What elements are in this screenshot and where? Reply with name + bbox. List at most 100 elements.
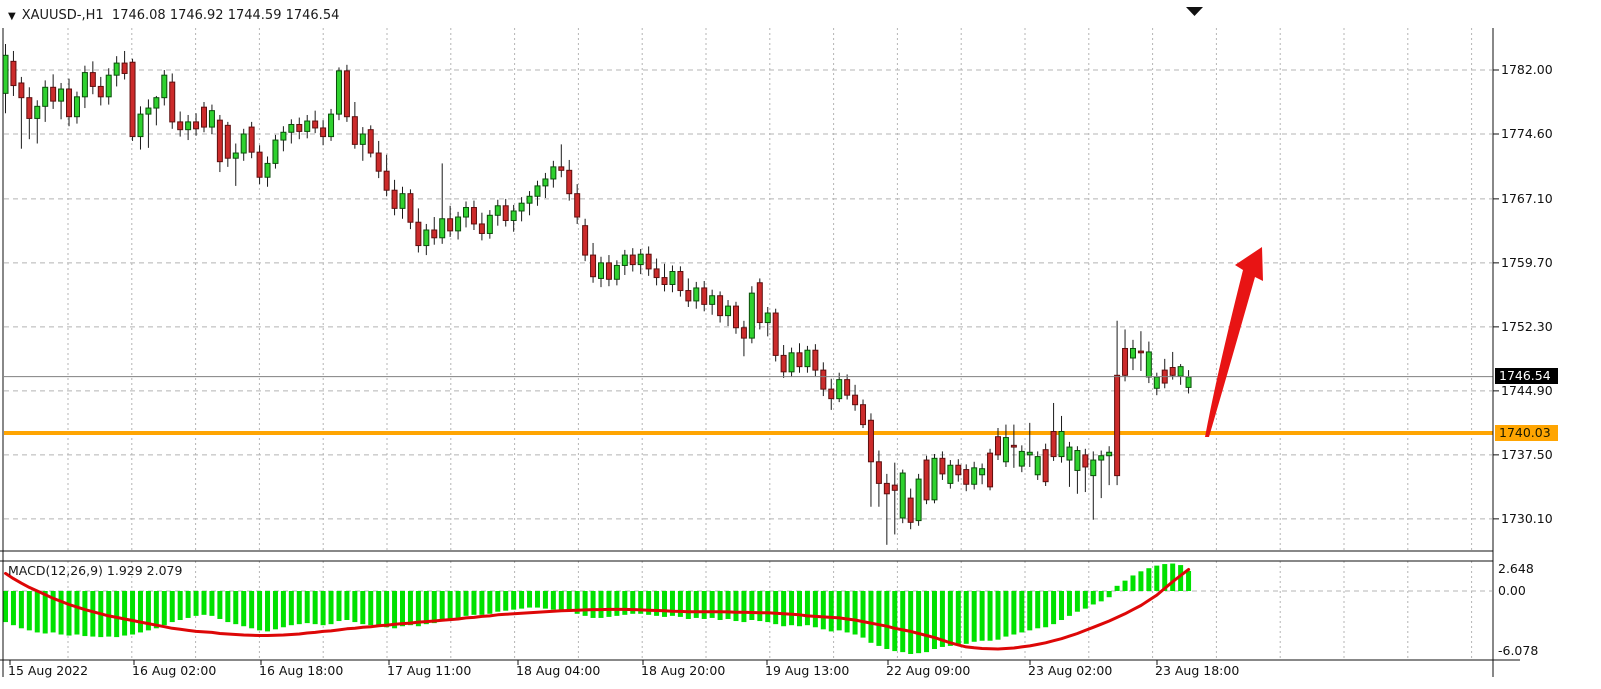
bull-candle[interactable] xyxy=(272,139,279,164)
bull-candle[interactable] xyxy=(161,74,168,99)
bull-candle[interactable] xyxy=(153,97,160,109)
bull-candle[interactable] xyxy=(73,96,80,118)
bull-candle[interactable] xyxy=(304,120,311,132)
bear-candle[interactable] xyxy=(875,461,882,484)
bear-candle[interactable] xyxy=(415,221,422,247)
bear-candle[interactable] xyxy=(193,121,200,130)
time-axis-label[interactable]: 16 Aug 02:00 xyxy=(132,663,217,678)
bull-candle[interactable] xyxy=(669,271,676,285)
bull-candle[interactable] xyxy=(1066,446,1073,461)
bull-candle[interactable] xyxy=(399,193,406,209)
bear-candle[interactable] xyxy=(605,262,612,280)
bull-candle[interactable] xyxy=(2,54,9,94)
bear-candle[interactable] xyxy=(121,62,128,74)
bear-candle[interactable] xyxy=(812,349,819,371)
bull-candle[interactable] xyxy=(486,214,493,234)
bull-candle[interactable] xyxy=(208,110,215,128)
bull-candle[interactable] xyxy=(328,113,335,138)
bear-candle[interactable] xyxy=(883,482,890,495)
bull-candle[interactable] xyxy=(748,292,755,339)
bull-candle[interactable] xyxy=(1129,347,1136,359)
scroll-position-marker-icon[interactable] xyxy=(1186,7,1203,16)
bear-candle[interactable] xyxy=(1122,347,1129,376)
bear-candle[interactable] xyxy=(296,123,303,132)
bear-candle[interactable] xyxy=(740,327,747,339)
bull-candle[interactable] xyxy=(58,88,65,102)
bull-candle[interactable] xyxy=(693,287,700,302)
bear-candle[interactable] xyxy=(391,189,398,209)
bear-candle[interactable] xyxy=(1050,431,1057,458)
bear-candle[interactable] xyxy=(177,121,184,131)
bull-candle[interactable] xyxy=(280,131,287,141)
bear-candle[interactable] xyxy=(701,287,708,305)
bull-candle[interactable] xyxy=(915,478,922,522)
bull-candle[interactable] xyxy=(518,202,525,212)
bear-candle[interactable] xyxy=(661,277,668,285)
bull-candle[interactable] xyxy=(899,472,906,519)
bear-candle[interactable] xyxy=(351,116,358,145)
bull-candle[interactable] xyxy=(240,133,247,154)
bull-candle[interactable] xyxy=(42,86,49,107)
bear-candle[interactable] xyxy=(248,126,255,153)
bear-candle[interactable] xyxy=(939,457,946,475)
bear-candle[interactable] xyxy=(574,193,581,218)
bull-candle[interactable] xyxy=(621,254,628,266)
bear-candle[interactable] xyxy=(367,129,374,154)
bear-candle[interactable] xyxy=(907,497,914,523)
symbol-dropdown-icon[interactable]: ▼ xyxy=(8,11,16,22)
bear-candle[interactable] xyxy=(129,61,136,138)
bull-candle[interactable] xyxy=(764,312,771,324)
bear-candle[interactable] xyxy=(645,253,652,270)
bear-candle[interactable] xyxy=(590,254,597,278)
bear-candle[interactable] xyxy=(923,459,930,501)
time-axis-label[interactable]: 15 Aug 2022 xyxy=(8,663,89,678)
bull-candle[interactable] xyxy=(185,121,192,131)
bull-candle[interactable] xyxy=(81,72,88,98)
time-axis-label[interactable]: 17 Aug 11:00 xyxy=(387,663,472,678)
bear-candle[interactable] xyxy=(558,166,565,171)
bear-candle[interactable] xyxy=(201,106,207,128)
time-axis-label[interactable]: 19 Aug 13:00 xyxy=(765,663,850,678)
bull-candle[interactable] xyxy=(709,295,716,305)
bull-candle[interactable] xyxy=(613,264,620,280)
bear-candle[interactable] xyxy=(216,119,223,163)
bull-candle[interactable] xyxy=(1018,450,1025,467)
bear-candle[interactable] xyxy=(1114,374,1121,477)
bull-candle[interactable] xyxy=(1002,437,1009,463)
bull-candle[interactable] xyxy=(550,166,557,180)
bull-candle[interactable] xyxy=(232,152,239,159)
macd-indicator-label[interactable]: MACD(12,26,9) 1.929 2.079 xyxy=(8,563,183,578)
bear-candle[interactable] xyxy=(987,452,994,488)
bear-candle[interactable] xyxy=(97,85,104,98)
bear-candle[interactable] xyxy=(963,469,970,485)
bear-candle[interactable] xyxy=(1169,367,1176,376)
bull-candle[interactable] xyxy=(526,195,533,204)
bear-candle[interactable] xyxy=(955,464,962,476)
bear-candle[interactable] xyxy=(502,205,509,221)
bull-candle[interactable] xyxy=(105,74,112,98)
bear-candle[interactable] xyxy=(653,268,660,279)
bear-candle[interactable] xyxy=(169,81,176,123)
bull-candle[interactable] xyxy=(359,133,366,145)
bear-candle[interactable] xyxy=(867,419,874,463)
bull-candle[interactable] xyxy=(836,379,843,400)
bear-candle[interactable] xyxy=(995,436,1001,456)
bear-candle[interactable] xyxy=(717,295,724,317)
time-axis-label[interactable]: 22 Aug 09:00 xyxy=(886,663,971,678)
bull-candle[interactable] xyxy=(455,216,462,232)
bull-candle[interactable] xyxy=(34,105,41,119)
bull-candle[interactable] xyxy=(1106,451,1113,457)
bull-candle[interactable] xyxy=(534,185,541,197)
bull-candle[interactable] xyxy=(423,229,430,247)
bull-candle[interactable] xyxy=(137,113,144,138)
bear-candle[interactable] xyxy=(844,379,851,396)
bear-candle[interactable] xyxy=(343,70,350,118)
bear-candle[interactable] xyxy=(891,484,898,491)
bull-candle[interactable] xyxy=(542,178,549,187)
bear-candle[interactable] xyxy=(1042,449,1049,483)
bull-candle[interactable] xyxy=(494,205,501,216)
bear-candle[interactable] xyxy=(10,60,17,87)
bear-candle[interactable] xyxy=(677,271,684,292)
bear-candle[interactable] xyxy=(582,225,589,256)
